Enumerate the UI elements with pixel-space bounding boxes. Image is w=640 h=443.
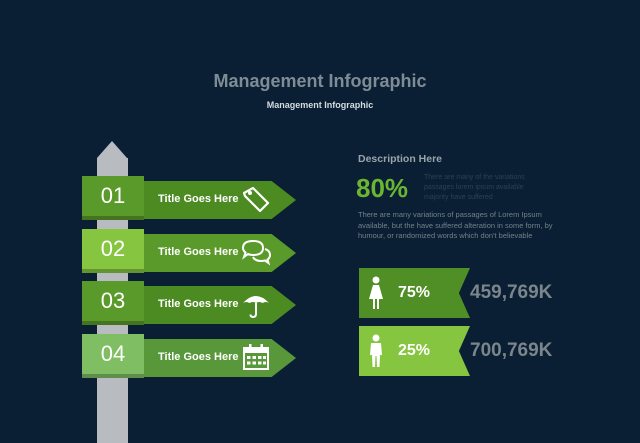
- step-number-box: 04: [82, 334, 144, 378]
- female-person-icon: [369, 276, 383, 309]
- step-title: Title Goes Here: [158, 193, 239, 205]
- step-title: Title Goes Here: [158, 298, 239, 310]
- calendar-icon: [243, 344, 269, 370]
- step-row-1: 01 Title Goes Here: [82, 176, 296, 220]
- step-number-box: 02: [82, 229, 144, 273]
- step-title: Title Goes Here: [158, 351, 239, 363]
- signpost-tip: [97, 141, 127, 158]
- stat-percent: 25%: [398, 342, 431, 359]
- description-body: There are many variations of passages of…: [358, 210, 553, 240]
- stat-female: 75%: [359, 268, 470, 318]
- stat-value: 459,769K: [470, 282, 553, 303]
- step-number: 04: [82, 334, 144, 374]
- tag-icon: [242, 186, 270, 213]
- step-number: 01: [82, 176, 144, 216]
- chat-bubbles-icon: [241, 239, 272, 266]
- page-subtitle: Management Infographic: [266, 100, 374, 110]
- step-number: 03: [82, 281, 144, 321]
- umbrella-icon: [243, 296, 269, 319]
- description-percent: 80%: [356, 173, 409, 203]
- page-title: Management Infographic: [213, 71, 427, 91]
- step-row-2: 02 Title Goes Here: [82, 229, 296, 273]
- stat-percent: 75%: [398, 284, 431, 301]
- step-arrow: [122, 234, 296, 272]
- step-number-box: 03: [82, 281, 144, 325]
- step-row-3: 03 Title Goes Here: [82, 281, 296, 325]
- step-arrow: [122, 181, 296, 219]
- stat-male: 25%: [359, 326, 470, 376]
- step-row-4: 04 Title Goes Here: [82, 334, 296, 378]
- stat-value: 700,769K: [470, 340, 553, 361]
- step-title: Title Goes Here: [158, 246, 239, 258]
- step-number: 02: [82, 229, 144, 269]
- step-number-box: 01: [82, 176, 144, 220]
- step-arrow: [122, 286, 296, 324]
- male-person-icon: [370, 334, 382, 367]
- description-title: Description Here: [358, 153, 443, 165]
- description-percent-caption: There are many of the variations passage…: [424, 174, 525, 201]
